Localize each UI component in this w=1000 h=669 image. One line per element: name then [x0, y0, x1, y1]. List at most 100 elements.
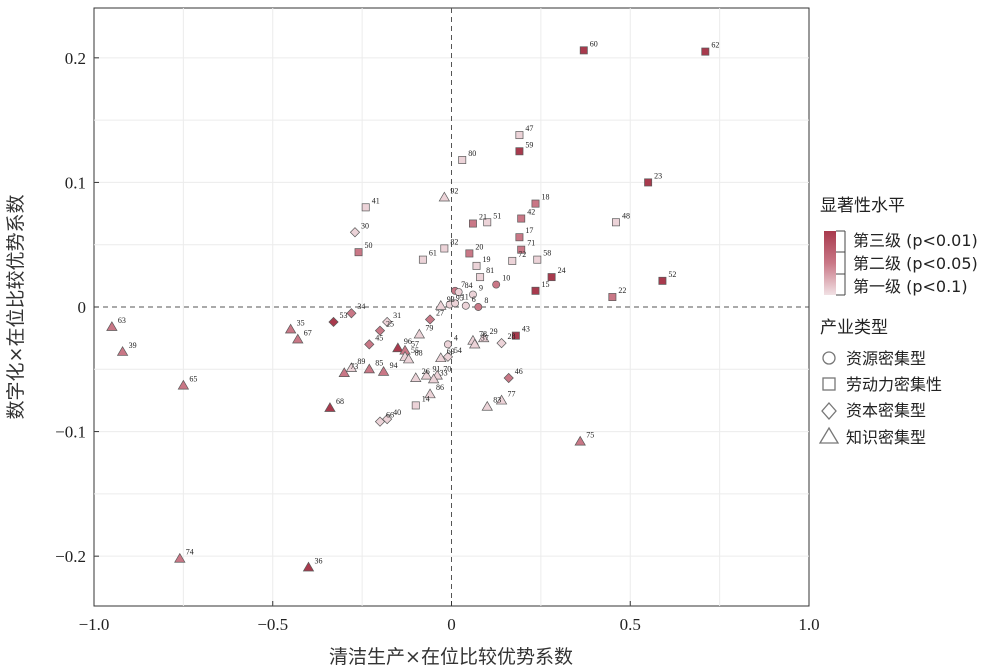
- point-label-41: 41: [372, 196, 380, 205]
- point-26: [410, 372, 422, 382]
- point-label-6: 6: [472, 295, 476, 304]
- data-points: [106, 46, 710, 572]
- point-label-20: 20: [475, 242, 483, 251]
- point-label-72: 72: [518, 250, 526, 259]
- legend-significance-title: 显著性水平: [820, 196, 905, 216]
- point-label-63: 63: [118, 316, 126, 325]
- point-label-84: 84: [465, 281, 473, 290]
- point-43: [511, 331, 520, 340]
- point-61: [418, 255, 427, 264]
- point-11: [451, 299, 460, 308]
- point-83: [481, 400, 493, 411]
- point-92: [438, 191, 451, 202]
- point-45: [364, 339, 375, 350]
- point-label-7: 7: [461, 280, 465, 289]
- point-24: [547, 273, 556, 282]
- point-84: [454, 288, 463, 296]
- point-30: [349, 227, 361, 238]
- legend-type-capital: 资本密集型: [846, 401, 926, 420]
- point-label-58: 58: [543, 249, 551, 258]
- point-51: [483, 218, 492, 227]
- point-label-8: 8: [484, 296, 488, 305]
- point-31: [382, 316, 393, 328]
- point-41: [361, 203, 370, 212]
- point-53: [328, 316, 339, 328]
- point-label-62: 62: [711, 41, 719, 50]
- y-axis-title: 数字化×在位比较优势系数: [5, 195, 27, 420]
- point-label-85: 85: [375, 358, 383, 367]
- point-58: [533, 255, 542, 264]
- point-46: [503, 372, 514, 384]
- point-label-48: 48: [622, 211, 630, 220]
- point-label-61: 61: [429, 249, 437, 258]
- point-label-31: 31: [393, 311, 401, 320]
- point-label-45: 45: [375, 333, 383, 342]
- point-20: [465, 249, 474, 258]
- point-14: [411, 401, 420, 410]
- point-label-74: 74: [186, 548, 194, 557]
- point-label-35: 35: [297, 318, 305, 327]
- point-label-27: 27: [436, 308, 444, 317]
- point-label-47: 47: [525, 124, 533, 133]
- point-75: [574, 435, 586, 446]
- point-label-43: 43: [522, 325, 530, 334]
- point-50: [354, 248, 363, 257]
- point-10: [492, 280, 501, 289]
- point-4: [443, 340, 452, 349]
- point-label-9: 9: [479, 284, 483, 293]
- point-label-14: 14: [422, 394, 430, 403]
- y-tick-label: −0.1: [55, 423, 86, 442]
- point-label-59: 59: [525, 140, 533, 149]
- legend-type-resource: 资源密集型: [846, 349, 926, 368]
- point-15: [531, 286, 540, 295]
- point-label-50: 50: [365, 241, 373, 250]
- point-94: [377, 365, 390, 376]
- point-label-37: 37: [481, 333, 489, 342]
- point-label-65: 65: [189, 374, 197, 383]
- point-label-33: 33: [440, 368, 448, 377]
- point-81: [476, 273, 485, 282]
- point-label-46: 46: [515, 367, 523, 376]
- point-82: [440, 244, 449, 253]
- x-tick-label: 0.5: [620, 615, 641, 634]
- point-label-26: 26: [422, 367, 430, 376]
- point-47: [515, 131, 524, 140]
- point-91: [420, 369, 433, 380]
- point-label-95: 95: [456, 294, 464, 303]
- point-73: [338, 367, 350, 377]
- point-label-68: 68: [336, 397, 344, 406]
- point-29: [477, 332, 490, 343]
- point-28: [496, 338, 507, 349]
- point-77: [495, 394, 508, 405]
- point-label-42: 42: [527, 208, 535, 217]
- point-label-69: 69: [447, 347, 455, 356]
- point-79: [413, 328, 426, 339]
- point-label-77: 77: [508, 389, 516, 398]
- point-label-55: 55: [411, 346, 419, 355]
- point-label-17: 17: [525, 226, 533, 235]
- point-88: [402, 353, 415, 364]
- point-21: [469, 219, 477, 228]
- point-label-4: 4: [454, 333, 458, 342]
- point-label-83: 83: [493, 396, 501, 405]
- point-27: [424, 314, 436, 325]
- legend-type-knowledge: 知识密集型: [846, 428, 926, 447]
- point-label-88: 88: [415, 348, 423, 357]
- point-59: [515, 147, 524, 156]
- point-label-21: 21: [479, 213, 487, 222]
- point-39: [116, 346, 129, 356]
- point-67: [292, 333, 304, 344]
- point-label-10: 10: [502, 274, 510, 283]
- point-label-22: 22: [618, 286, 626, 295]
- point-37: [469, 338, 481, 349]
- point-label-93: 93: [447, 295, 455, 304]
- point-71: [517, 245, 526, 254]
- point-86: [424, 388, 436, 399]
- point-85: [363, 363, 375, 374]
- y-tick-label: 0.2: [65, 49, 86, 68]
- point-label-96: 96: [404, 337, 412, 346]
- point-35: [284, 323, 297, 334]
- point-label-82: 82: [450, 237, 458, 246]
- legend-level2: 第二级 (p<0.05): [853, 254, 978, 273]
